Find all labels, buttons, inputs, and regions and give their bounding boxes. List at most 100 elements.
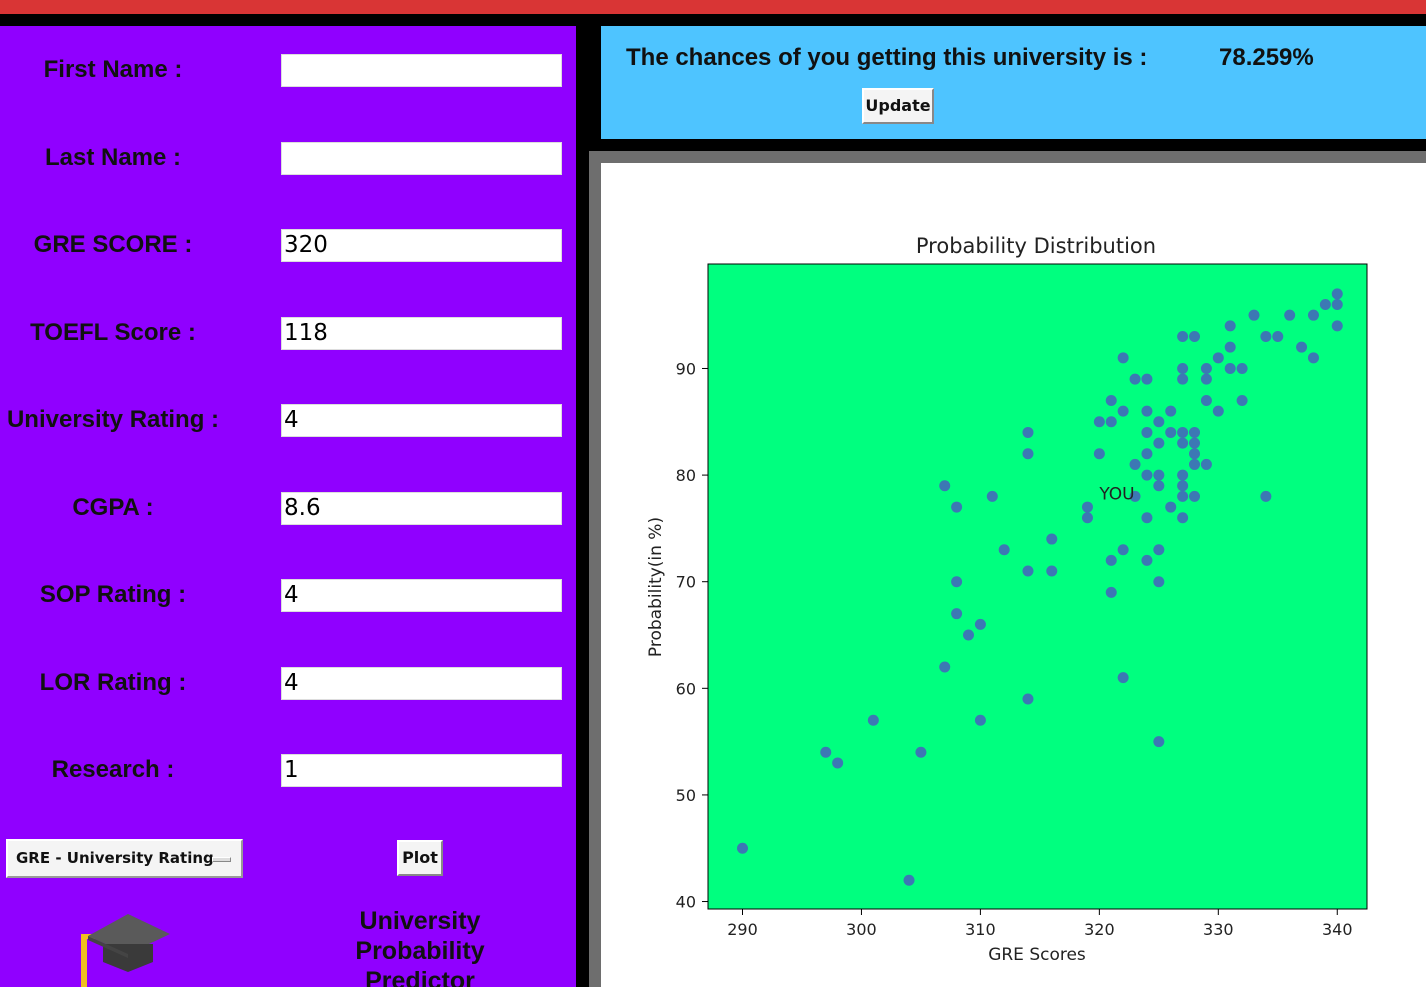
scatter-point <box>1331 288 1343 300</box>
scatter-point <box>1117 352 1129 364</box>
field-label: University Rating : <box>6 406 220 433</box>
field-label: CGPA : <box>72 493 154 521</box>
scatter-point <box>1081 512 1093 524</box>
field-label: GRE SCORE : <box>33 231 193 258</box>
plot-button[interactable]: Plot <box>397 840 443 876</box>
field-label: SOP Rating : <box>39 581 187 608</box>
field-label: TOEFL Score : <box>30 318 196 346</box>
scatter-point <box>1022 565 1034 577</box>
scatter-point <box>1153 576 1165 588</box>
scatter-point <box>1081 501 1093 513</box>
scatter-point <box>939 480 951 492</box>
scatter-point <box>1141 373 1153 385</box>
field-input[interactable]: 4 <box>281 404 562 437</box>
plot-type-dropdown[interactable]: GRE - University Rating <box>6 839 243 878</box>
scatter-point <box>1319 299 1331 311</box>
scatter-point <box>1153 480 1165 492</box>
x-tick-label: 310 <box>965 920 996 939</box>
scatter-point <box>1022 426 1034 438</box>
scatter-point <box>832 757 844 769</box>
field-input[interactable]: 320 <box>281 229 562 262</box>
scatter-point <box>1224 341 1236 353</box>
x-axis-label: GRE Scores <box>988 945 1086 965</box>
dropdown-indicator-icon <box>212 857 231 862</box>
scatter-point <box>951 576 963 588</box>
scatter-point <box>1284 309 1296 321</box>
field-input[interactable]: 4 <box>281 579 562 612</box>
y-tick-label: 70 <box>676 573 696 592</box>
scatter-point <box>1307 309 1319 321</box>
scatter-point <box>963 629 975 641</box>
dropdown-selected-label: GRE - University Rating <box>16 849 214 867</box>
scatter-point <box>998 544 1010 556</box>
field-input[interactable]: 4 <box>281 666 562 700</box>
field-input[interactable]: 8.6 <box>281 491 562 525</box>
scatter-point <box>1117 405 1129 417</box>
field-label: Last Name : <box>44 143 182 171</box>
plot-area <box>707 263 1368 910</box>
scatter-point <box>1307 352 1319 364</box>
scatter-point <box>1331 299 1343 311</box>
scatter-point <box>1260 490 1272 502</box>
scatter-point <box>974 618 986 630</box>
scatter-point <box>1200 362 1212 374</box>
scatter-point <box>1165 501 1177 513</box>
y-axis-label: Probability(in %) <box>646 517 666 657</box>
scatter-point <box>951 501 963 513</box>
scatter-point <box>1189 458 1201 470</box>
scatter-point <box>1153 437 1165 449</box>
x-tick-label: 290 <box>727 920 758 939</box>
field-input[interactable]: 118 <box>281 316 562 350</box>
app-name: University Probability Predictor <box>355 907 485 987</box>
scatter-point <box>1141 512 1153 524</box>
scatter-point <box>1189 437 1201 449</box>
y-tick-label: 80 <box>676 466 696 485</box>
field-input[interactable]: 1 <box>281 754 562 787</box>
scatter-point <box>1212 352 1224 364</box>
scatter-point <box>1189 490 1201 502</box>
scatter-point <box>1022 448 1034 460</box>
scatter-point <box>1177 512 1189 524</box>
scatter-point <box>1189 426 1201 438</box>
scatter-point <box>1165 426 1177 438</box>
scatter-point <box>1177 437 1189 449</box>
scatter-point <box>1117 672 1129 684</box>
scatter-point <box>1260 330 1272 342</box>
scatter-point <box>1129 373 1141 385</box>
y-tick-label: 40 <box>676 893 696 912</box>
scatter-point <box>1177 373 1189 385</box>
scatter-point <box>1212 405 1224 417</box>
scatter-point <box>1177 469 1189 481</box>
field-label: Research : <box>51 756 175 783</box>
scatter-point <box>1177 330 1189 342</box>
scatter-point <box>951 608 963 620</box>
field-label: First Name : <box>43 56 183 83</box>
scatter-point <box>1141 469 1153 481</box>
chart-title: Probability Distribution <box>916 234 1156 258</box>
scatter-point <box>820 746 832 758</box>
scatter-point <box>1200 394 1212 406</box>
scatter-point <box>1129 490 1141 502</box>
field-label: LOR Rating : <box>39 668 187 696</box>
scatter-point <box>1224 362 1236 374</box>
scatter-point <box>1046 565 1058 577</box>
scatter-point <box>1153 469 1165 481</box>
input-form-panel: First Name : Last Name : GRE SCORE : 320 TOE… <box>0 26 576 987</box>
x-tick-label: 340 <box>1322 920 1353 939</box>
scatter-point <box>1105 554 1117 566</box>
scatter-point <box>1141 448 1153 460</box>
update-button[interactable]: Update <box>862 88 934 124</box>
scatter-point <box>1153 736 1165 748</box>
field-input[interactable] <box>281 54 562 87</box>
x-tick-label: 330 <box>1203 920 1234 939</box>
scatter-point <box>1141 554 1153 566</box>
field-input[interactable] <box>281 141 562 175</box>
scatter-point <box>1093 448 1105 460</box>
graduation-cap-icon <box>81 914 170 987</box>
scatter-point <box>915 746 927 758</box>
scatter-point <box>1177 490 1189 502</box>
scatter-point <box>1189 330 1201 342</box>
scatter-point <box>1272 330 1284 342</box>
y-tick-label: 60 <box>676 679 696 698</box>
scatter-point <box>1189 448 1201 460</box>
